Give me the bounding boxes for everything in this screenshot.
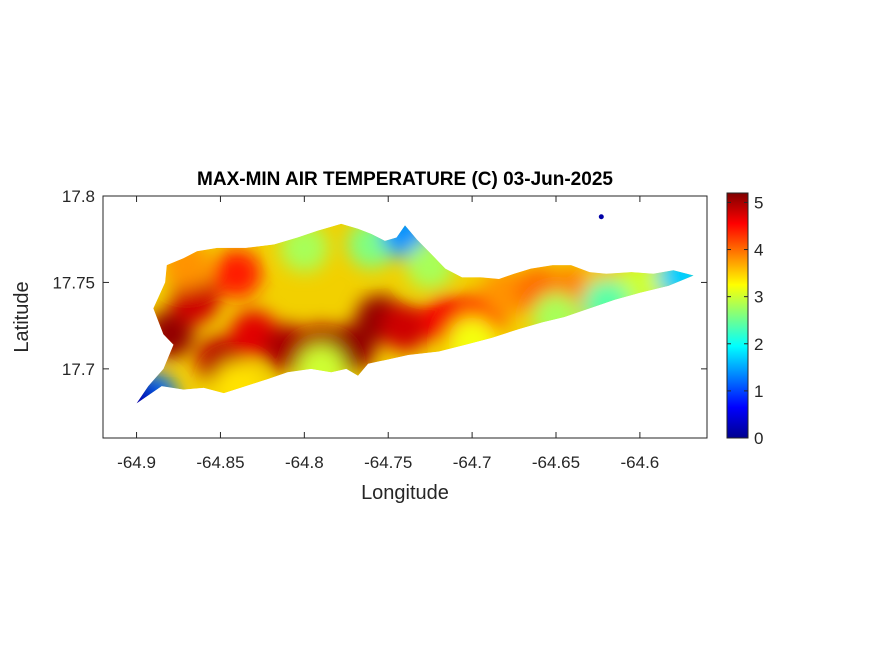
temperature-sample-15 (615, 261, 664, 310)
temperature-sample-29 (582, 279, 631, 328)
plot-area (136, 214, 694, 404)
temperature-sample-23 (136, 372, 178, 404)
colorbar: 0 1 2 3 4 5 (726, 192, 763, 448)
x-axis-ticks: -64.9 -64.85 -64.8 -64.75 -64.7 -64.65 -64.6 (117, 196, 659, 472)
temperature-sample-25 (213, 362, 262, 404)
y-axis-label: Latitude (11, 281, 33, 352)
temperature-sample-16 (657, 251, 694, 300)
temperature-sample-21 (162, 241, 211, 290)
temperature-sample-28 (532, 293, 580, 341)
colorbar-tick-label-4: 4 (754, 241, 763, 260)
colorbar-gradient (727, 193, 748, 438)
x-tick-label-1: -64.85 (196, 453, 244, 472)
x-tick-label-2: -64.8 (285, 453, 324, 472)
colorbar-tick-label-1: 1 (754, 382, 763, 401)
colorbar-frame (726, 192, 749, 439)
colorbar-ticks: 0 1 2 3 4 5 (727, 193, 763, 448)
temperature-sample-26 (297, 344, 346, 393)
temperature-sample-24 (136, 379, 161, 404)
x-axis-label: Longitude (361, 482, 449, 504)
x-tick-label-6: -64.6 (621, 453, 660, 472)
y-tick-label-0: 17.7 (62, 360, 95, 379)
temperature-sample-22 (213, 249, 262, 298)
colorbar-tick-label-0: 0 (754, 429, 763, 448)
axes-box (102, 195, 708, 439)
chart-title: MAX-MIN AIR TEMPERATURE (C) 03-Jun-2025 (197, 169, 613, 190)
heat-surface (136, 223, 694, 404)
x-tick-label-0: -64.9 (117, 453, 156, 472)
colorbar-tick-label-2: 2 (754, 335, 763, 354)
temperature-sample-17 (280, 223, 329, 272)
temperature-sample-8 (381, 303, 429, 352)
y-tick-label-1: 17.75 (52, 273, 95, 292)
x-tick-label-5: -64.65 (532, 453, 580, 472)
temperature-sample-27 (448, 317, 497, 366)
x-tick-label-4: -64.7 (453, 453, 492, 472)
colorbar-tick-label-3: 3 (754, 288, 763, 307)
y-axis-ticks: 17.7 17.75 17.8 (52, 187, 707, 379)
x-tick-label-3: -64.75 (364, 453, 412, 472)
colorbar-tick-label-5: 5 (754, 193, 763, 212)
y-tick-label-2: 17.8 (62, 187, 95, 206)
islet-marker (598, 214, 604, 220)
temperature-samples (136, 223, 694, 404)
temperature-sample-20 (406, 241, 455, 290)
